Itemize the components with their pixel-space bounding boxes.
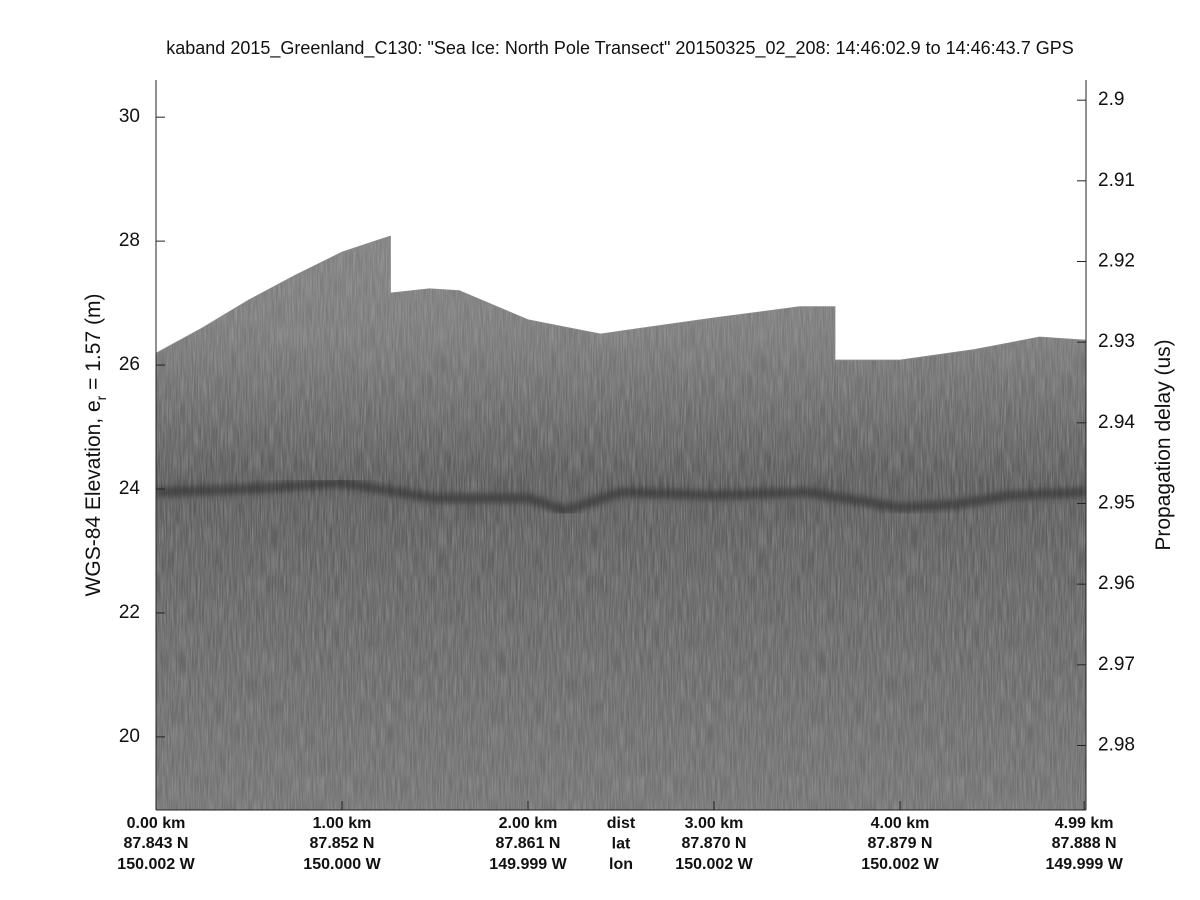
y2-tick-label: 2.91 [1098, 170, 1135, 191]
echogram [156, 236, 1086, 810]
y-axis-label-part: WGS-84 Elevation, e [82, 400, 105, 596]
y-axis-label-part: = 1.57 (m) [82, 294, 105, 396]
lat-label: 87.852 N [310, 835, 375, 852]
x-tick-label: 4.99 km [1055, 815, 1114, 832]
y2-axis-label: Propagation delay (us) [1152, 339, 1175, 550]
x-tick-label: 1.00 km [313, 815, 372, 832]
y2-tick-label: 2.93 [1098, 331, 1135, 352]
y2-tick-label: 2.98 [1098, 734, 1135, 755]
lat-label: 87.888 N [1052, 835, 1117, 852]
y-tick-label: 30 [119, 106, 140, 127]
row-label: lat [612, 836, 631, 853]
x-tick-label: 2.00 km [499, 815, 558, 832]
lon-label: 150.002 W [675, 856, 753, 873]
lon-label: 150.000 W [303, 856, 381, 873]
x-tick-label: 3.00 km [685, 815, 744, 832]
row-label: lon [609, 856, 633, 873]
x-tick-label: 0.00 km [127, 815, 186, 832]
x-tick-label: 4.00 km [871, 815, 930, 832]
y2-tick-label: 2.97 [1098, 654, 1135, 675]
y2-tick-label: 2.92 [1098, 251, 1135, 272]
y-axis-label: WGS-84 Elevation, er = 1.57 (m) [82, 294, 109, 597]
surface-line [155, 235, 1087, 361]
chart-title: kaband 2015_Greenland_C130: "Sea Ice: No… [166, 38, 1073, 59]
lon-label: 149.999 W [1045, 856, 1123, 873]
lat-label: 87.879 N [868, 835, 933, 852]
echo-noise [156, 236, 1086, 810]
lat-label: 87.861 N [496, 835, 561, 852]
y-tick-label: 24 [119, 478, 141, 499]
lat-label: 87.870 N [682, 835, 747, 852]
y2-tick-label: 2.96 [1098, 573, 1135, 594]
y-tick-label: 20 [119, 726, 140, 747]
y-tick-label: 26 [119, 354, 140, 375]
lon-label: 150.002 W [861, 856, 939, 873]
row-label: dist [607, 815, 636, 832]
lon-label: 149.999 W [489, 856, 567, 873]
lat-label: 87.843 N [124, 835, 189, 852]
y-tick-label: 22 [119, 602, 140, 623]
lon-label: 150.002 W [117, 856, 195, 873]
y2-tick-label: 2.9 [1098, 89, 1124, 110]
y2-tick-label: 2.95 [1098, 492, 1135, 513]
y-tick-label: 28 [119, 230, 140, 251]
y-axis-label-sub: r [93, 395, 109, 400]
layer-line [156, 477, 1086, 516]
y2-tick-label: 2.94 [1098, 412, 1135, 433]
